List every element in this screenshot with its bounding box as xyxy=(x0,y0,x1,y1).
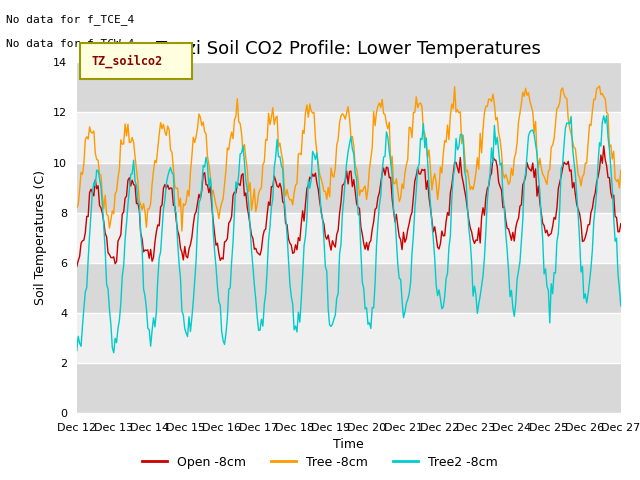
Bar xyxy=(77,213,621,263)
Bar xyxy=(77,263,621,312)
Bar xyxy=(77,112,621,163)
Bar xyxy=(77,312,621,363)
Text: No data for f_TCW_4: No data for f_TCW_4 xyxy=(6,38,134,49)
Text: No data for f_TCE_4: No data for f_TCE_4 xyxy=(6,14,134,25)
Text: TZ_soilco2: TZ_soilco2 xyxy=(92,55,163,68)
Y-axis label: Soil Temperatures (C): Soil Temperatures (C) xyxy=(35,170,47,305)
Bar xyxy=(77,62,621,112)
Bar xyxy=(77,163,621,213)
Bar xyxy=(77,363,621,413)
Title: Tonzi Soil CO2 Profile: Lower Temperatures: Tonzi Soil CO2 Profile: Lower Temperatur… xyxy=(156,40,541,58)
Legend: Open -8cm, Tree -8cm, Tree2 -8cm: Open -8cm, Tree -8cm, Tree2 -8cm xyxy=(137,451,503,474)
X-axis label: Time: Time xyxy=(333,438,364,451)
